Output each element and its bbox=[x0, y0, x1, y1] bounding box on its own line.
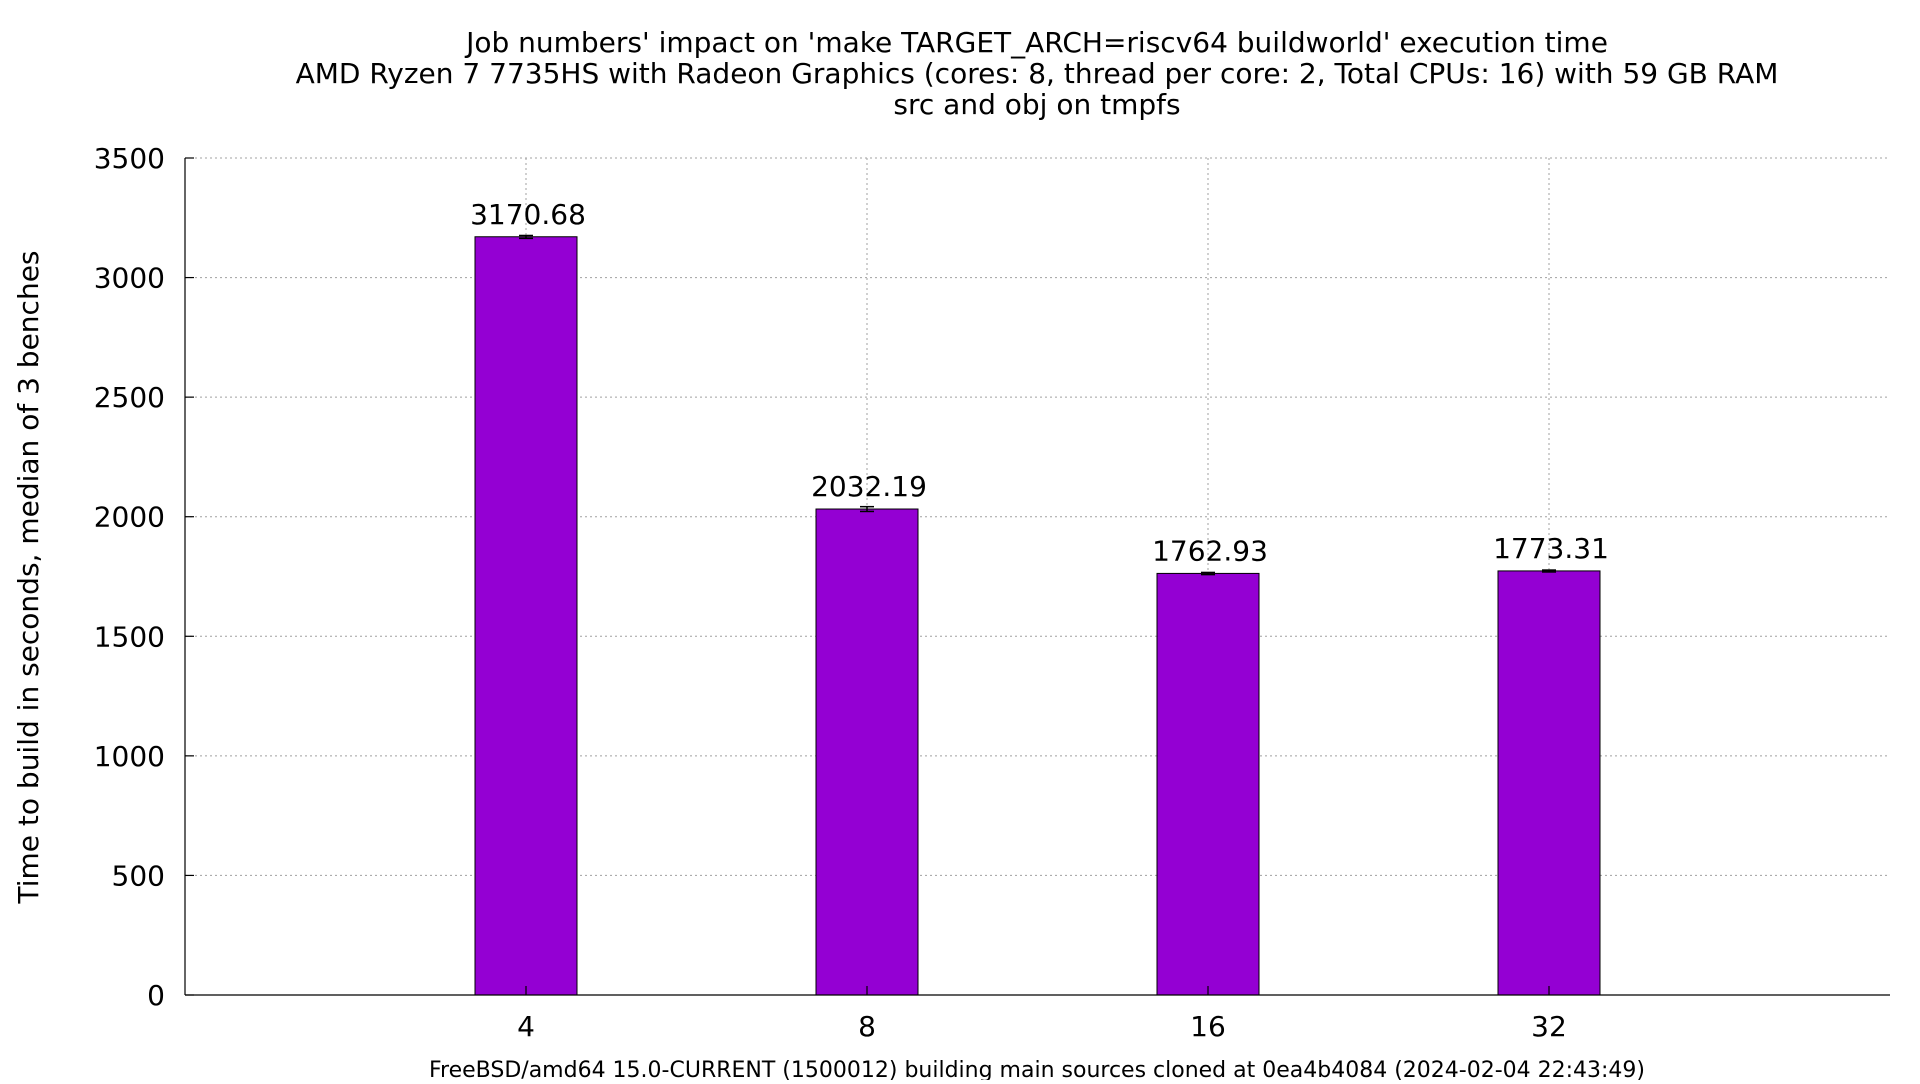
axes bbox=[184, 158, 1890, 996]
tick-labels: 0 500 1000 1500 2000 2500 3000 3500 4 8 16 32 bbox=[94, 142, 1567, 1043]
y-tick-label: 3000 bbox=[94, 262, 165, 295]
y-tick-label: 1000 bbox=[94, 740, 165, 773]
title-line-3: src and obj on tmpfs bbox=[893, 88, 1180, 121]
x-tick-label: 32 bbox=[1531, 1010, 1567, 1043]
bar-value-label: 1762.93 bbox=[1152, 534, 1268, 567]
bar bbox=[1156, 572, 1260, 996]
title-line-2: AMD Ryzen 7 7735HS with Radeon Graphics … bbox=[296, 57, 1779, 90]
data-labels: 3170.68 2032.19 1762.93 1773.31 bbox=[470, 198, 1609, 568]
y-tick-label: 1500 bbox=[94, 620, 165, 653]
bar-value-label: 3170.68 bbox=[470, 198, 586, 231]
bar bbox=[1497, 570, 1601, 996]
y-axis-label: Time to build in seconds, median of 3 be… bbox=[12, 250, 45, 904]
chart-title: Job numbers' impact on 'make TARGET_ARCH… bbox=[296, 26, 1779, 121]
x-tick-label: 16 bbox=[1190, 1010, 1226, 1043]
bar-value-label: 1773.31 bbox=[1493, 532, 1609, 565]
x-tick-label: 8 bbox=[858, 1010, 876, 1043]
bar-value-label: 2032.19 bbox=[811, 470, 927, 503]
y-tick-label: 3500 bbox=[94, 142, 165, 175]
bar bbox=[474, 236, 578, 996]
x-tick-label: 4 bbox=[517, 1010, 535, 1043]
y-tick-label: 2000 bbox=[94, 501, 165, 534]
y-tick-label: 500 bbox=[112, 859, 165, 892]
bars bbox=[474, 234, 1601, 996]
y-tick-label: 2500 bbox=[94, 381, 165, 414]
bar bbox=[815, 508, 919, 996]
grid bbox=[185, 157, 1890, 995]
title-line-1: Job numbers' impact on 'make TARGET_ARCH… bbox=[464, 26, 1608, 59]
x-axis-label: FreeBSD/amd64 15.0-CURRENT (1500012) bui… bbox=[429, 1058, 1645, 1080]
y-tick-label: 0 bbox=[147, 979, 165, 1012]
